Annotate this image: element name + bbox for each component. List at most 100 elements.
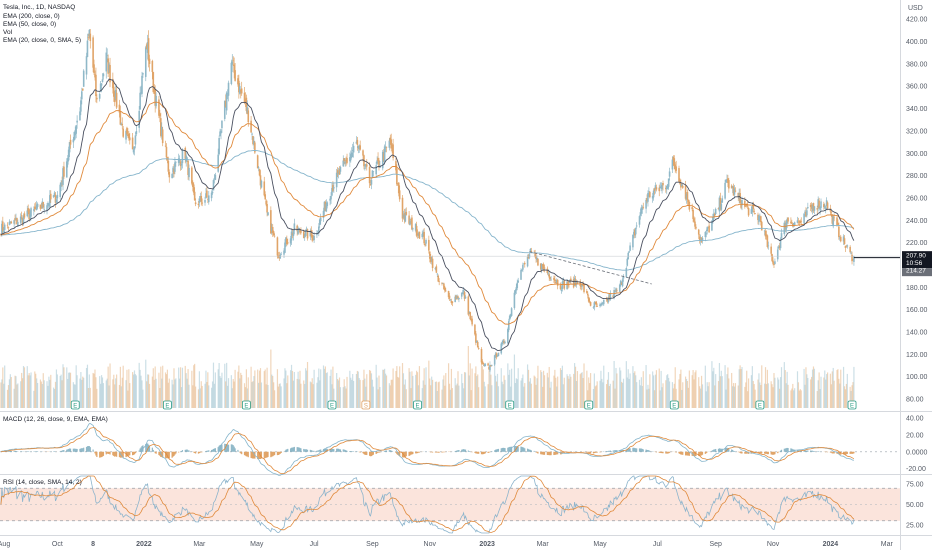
volume-bar: [484, 386, 486, 408]
candle-body: [20, 215, 23, 217]
volume-bar: [61, 380, 63, 408]
time-axis[interactable]: Aug Oct 8 2022 Mar May Jul Sep Nov 2023 Mar May Jul S…: [0, 541, 894, 548]
volume-bar: [575, 380, 578, 408]
legend-ema200[interactable]: EMA (200, close, 0): [3, 13, 60, 20]
candle-body: [540, 263, 543, 271]
macd-histogram-bar: [81, 448, 83, 452]
macd-histogram-bar: [158, 451, 160, 456]
candle-body: [638, 216, 641, 225]
earnings-badge[interactable]: E: [669, 400, 679, 410]
legend-volume[interactable]: Vol: [3, 29, 13, 36]
earnings-badge[interactable]: E: [505, 400, 515, 410]
candle-body: [764, 230, 767, 237]
macd-histogram-bar: [714, 449, 716, 452]
candle-body: [61, 181, 63, 182]
macd-histogram-bar: [337, 448, 340, 452]
candle-body: [487, 363, 489, 366]
macd-histogram-bar: [194, 451, 196, 454]
macd-histogram-bar: [320, 449, 322, 452]
volume-bar: [304, 383, 306, 408]
candle-body: [612, 295, 614, 297]
candle-body: [135, 131, 138, 135]
macd-histogram-bar: [806, 450, 808, 452]
macd-histogram-bar: [554, 451, 556, 455]
macd-histogram-bar: [699, 451, 701, 457]
volume-bar: [574, 366, 577, 408]
legend-rsi[interactable]: RSI (14, close, SMA, 14, 2): [3, 479, 82, 486]
macd-histogram-bar: [751, 451, 753, 454]
macd-histogram-bar: [230, 444, 232, 452]
volume-bar: [112, 379, 114, 408]
price-tick-label: 160.00: [906, 307, 928, 314]
volume-bar: [127, 390, 129, 408]
volume-bar: [667, 374, 669, 408]
volume-bar: [290, 364, 293, 408]
legend-macd[interactable]: MACD (12, 26, close, 9, EMA, EMA): [3, 416, 108, 423]
earnings-badge[interactable]: E: [327, 400, 337, 410]
candle-body: [303, 236, 306, 238]
last-price-tag[interactable]: [902, 251, 932, 269]
svg-text:E: E: [672, 404, 676, 410]
candle-body: [404, 212, 407, 222]
volume-bar: [425, 367, 427, 408]
candle-body: [126, 127, 128, 134]
macd-histogram-bar: [628, 448, 630, 452]
candle-body: [408, 215, 410, 224]
candle-body: [310, 230, 313, 236]
currency-label[interactable]: USD: [908, 5, 923, 12]
candle-body: [54, 194, 57, 203]
earnings-badge[interactable]: E: [847, 400, 857, 410]
candle-body: [313, 235, 315, 241]
ema50-line[interactable]: [0, 101, 855, 325]
legend-ema20[interactable]: EMA (20, close, 0, SMA, 5): [3, 37, 81, 44]
volume-bar: [700, 375, 703, 408]
candle-body: [476, 341, 478, 343]
candle-body: [793, 222, 796, 226]
earnings-badge[interactable]: E: [162, 400, 172, 410]
macd-histogram-bar: [122, 451, 124, 458]
volume-bar: [423, 368, 425, 408]
volume-bar: [396, 366, 398, 408]
candle-body: [639, 212, 642, 216]
candle-body: [86, 40, 89, 57]
volume-bar: [285, 370, 287, 408]
macd-histogram-bar: [684, 451, 687, 456]
candle-body: [777, 246, 780, 249]
volume-bars: [0, 346, 855, 408]
ema200-line[interactable]: [0, 150, 855, 271]
earnings-badge[interactable]: E: [70, 400, 80, 410]
time-tick-label: May: [250, 541, 264, 548]
volume-bar: [154, 366, 156, 408]
volume-bar: [415, 374, 417, 408]
earnings-badge[interactable]: E: [413, 400, 422, 410]
earnings-badge[interactable]: E: [584, 400, 594, 410]
candle-body: [660, 186, 662, 188]
macd-histogram-bar: [195, 451, 197, 454]
ema20-line[interactable]: [0, 78, 855, 352]
volume-bar: [416, 370, 418, 408]
volume-bar: [482, 369, 484, 408]
candle-body: [574, 279, 577, 286]
earnings-badge[interactable]: E: [241, 400, 251, 410]
macd-histogram-bar: [641, 448, 643, 452]
trendline[interactable]: [529, 251, 652, 285]
candle-body: [513, 292, 516, 308]
candle-body: [359, 145, 361, 150]
volume-bar: [541, 372, 543, 408]
candle-body: [806, 210, 808, 216]
trendline-group[interactable]: [529, 251, 652, 285]
macd-histogram-bar: [522, 447, 524, 452]
candle-body: [588, 300, 591, 303]
volume-bar: [265, 384, 267, 408]
volume-bar: [207, 372, 209, 408]
macd-histogram-bar: [497, 448, 500, 452]
legend-ema50[interactable]: EMA (50, close, 0): [3, 21, 56, 28]
volume-bar: [384, 373, 387, 408]
macd-histogram-bar: [197, 451, 200, 454]
candle-body: [131, 137, 134, 150]
macd-pane: [0, 423, 855, 476]
volume-bar: [311, 378, 313, 408]
earnings-badge[interactable]: S: [361, 400, 371, 410]
earnings-badge[interactable]: E: [755, 400, 765, 410]
candle-body: [530, 251, 533, 252]
